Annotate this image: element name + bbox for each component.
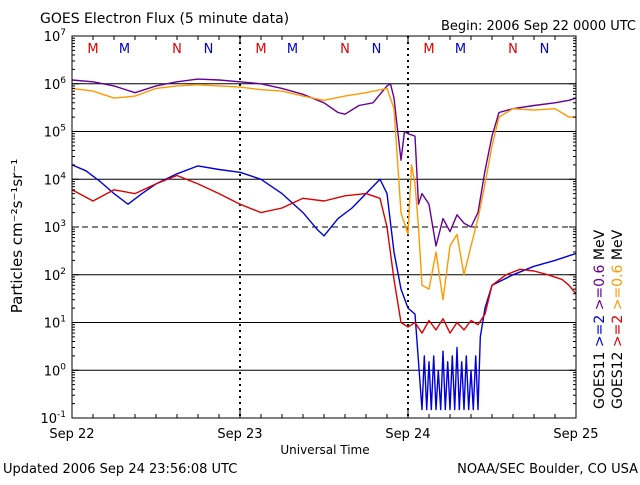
- series-line: [71, 78, 577, 247]
- y-tick-label: 105: [44, 124, 66, 141]
- orbit-marker-label: N: [372, 42, 382, 57]
- orbit-marker-label: N: [172, 42, 182, 57]
- chart-title: GOES Electron Flux (5 minute data): [40, 11, 289, 27]
- x-axis-label: Universal Time: [280, 443, 369, 457]
- legend-layer: GOES11 >=2 >=0.6 MeV GOES12 >=2 >=0.6 Me…: [592, 229, 626, 409]
- y-tick-label: 106: [44, 76, 67, 93]
- x-tick-label: Sep 22: [49, 427, 94, 442]
- y-tick-label: 104: [44, 171, 67, 188]
- orbit-marker-label: M: [119, 42, 130, 57]
- series-line: [71, 174, 577, 334]
- x-tick-label: Sep 25: [553, 427, 598, 442]
- series-layer: [71, 78, 577, 411]
- series-line: [71, 164, 577, 411]
- orbit-marker-label: M: [87, 42, 98, 57]
- begin-label: Begin: 2006 Sep 22 0000 UTC: [441, 19, 636, 34]
- x-tick-label: Sep 24: [385, 427, 430, 442]
- credit-text: NOAA/SEC Boulder, CO USA: [457, 462, 638, 477]
- updated-text: Updated 2006 Sep 24 23:56:08 UTC: [3, 462, 237, 477]
- orbit-marker-label: N: [540, 42, 550, 57]
- legend-column: GOES11 >=2 >=0.6 MeV: [592, 229, 608, 409]
- y-tick-label: 10-1: [40, 410, 66, 427]
- y-tick-label: 103: [44, 219, 66, 236]
- series-line: [71, 84, 576, 301]
- x-tick-label: Sep 23: [217, 427, 262, 442]
- grid-layer: [72, 36, 576, 418]
- legend-column: GOES12 >=2 >=0.6 MeV: [610, 229, 626, 409]
- y-tick-label: 102: [44, 267, 66, 284]
- orbit-marker-label: M: [287, 42, 298, 57]
- y-tick-label: 100: [44, 362, 67, 379]
- orbit-marker-label: M: [423, 42, 434, 57]
- y-tick-label: 107: [44, 28, 66, 45]
- orbit-marker-label: N: [508, 42, 518, 57]
- orbit-marker-label: N: [340, 42, 350, 57]
- axis-layer: 10-1 100 101 102 103 104 105 106 107 Sep 22 Sep 23…: [40, 28, 598, 442]
- orbit-marker-label: M: [455, 42, 466, 57]
- orbit-marker-label: M: [255, 42, 266, 57]
- y-axis-label: Particles cm⁻²s⁻¹sr⁻¹: [8, 159, 26, 313]
- orbit-marker-label: N: [204, 42, 214, 57]
- y-tick-label: 101: [44, 315, 66, 332]
